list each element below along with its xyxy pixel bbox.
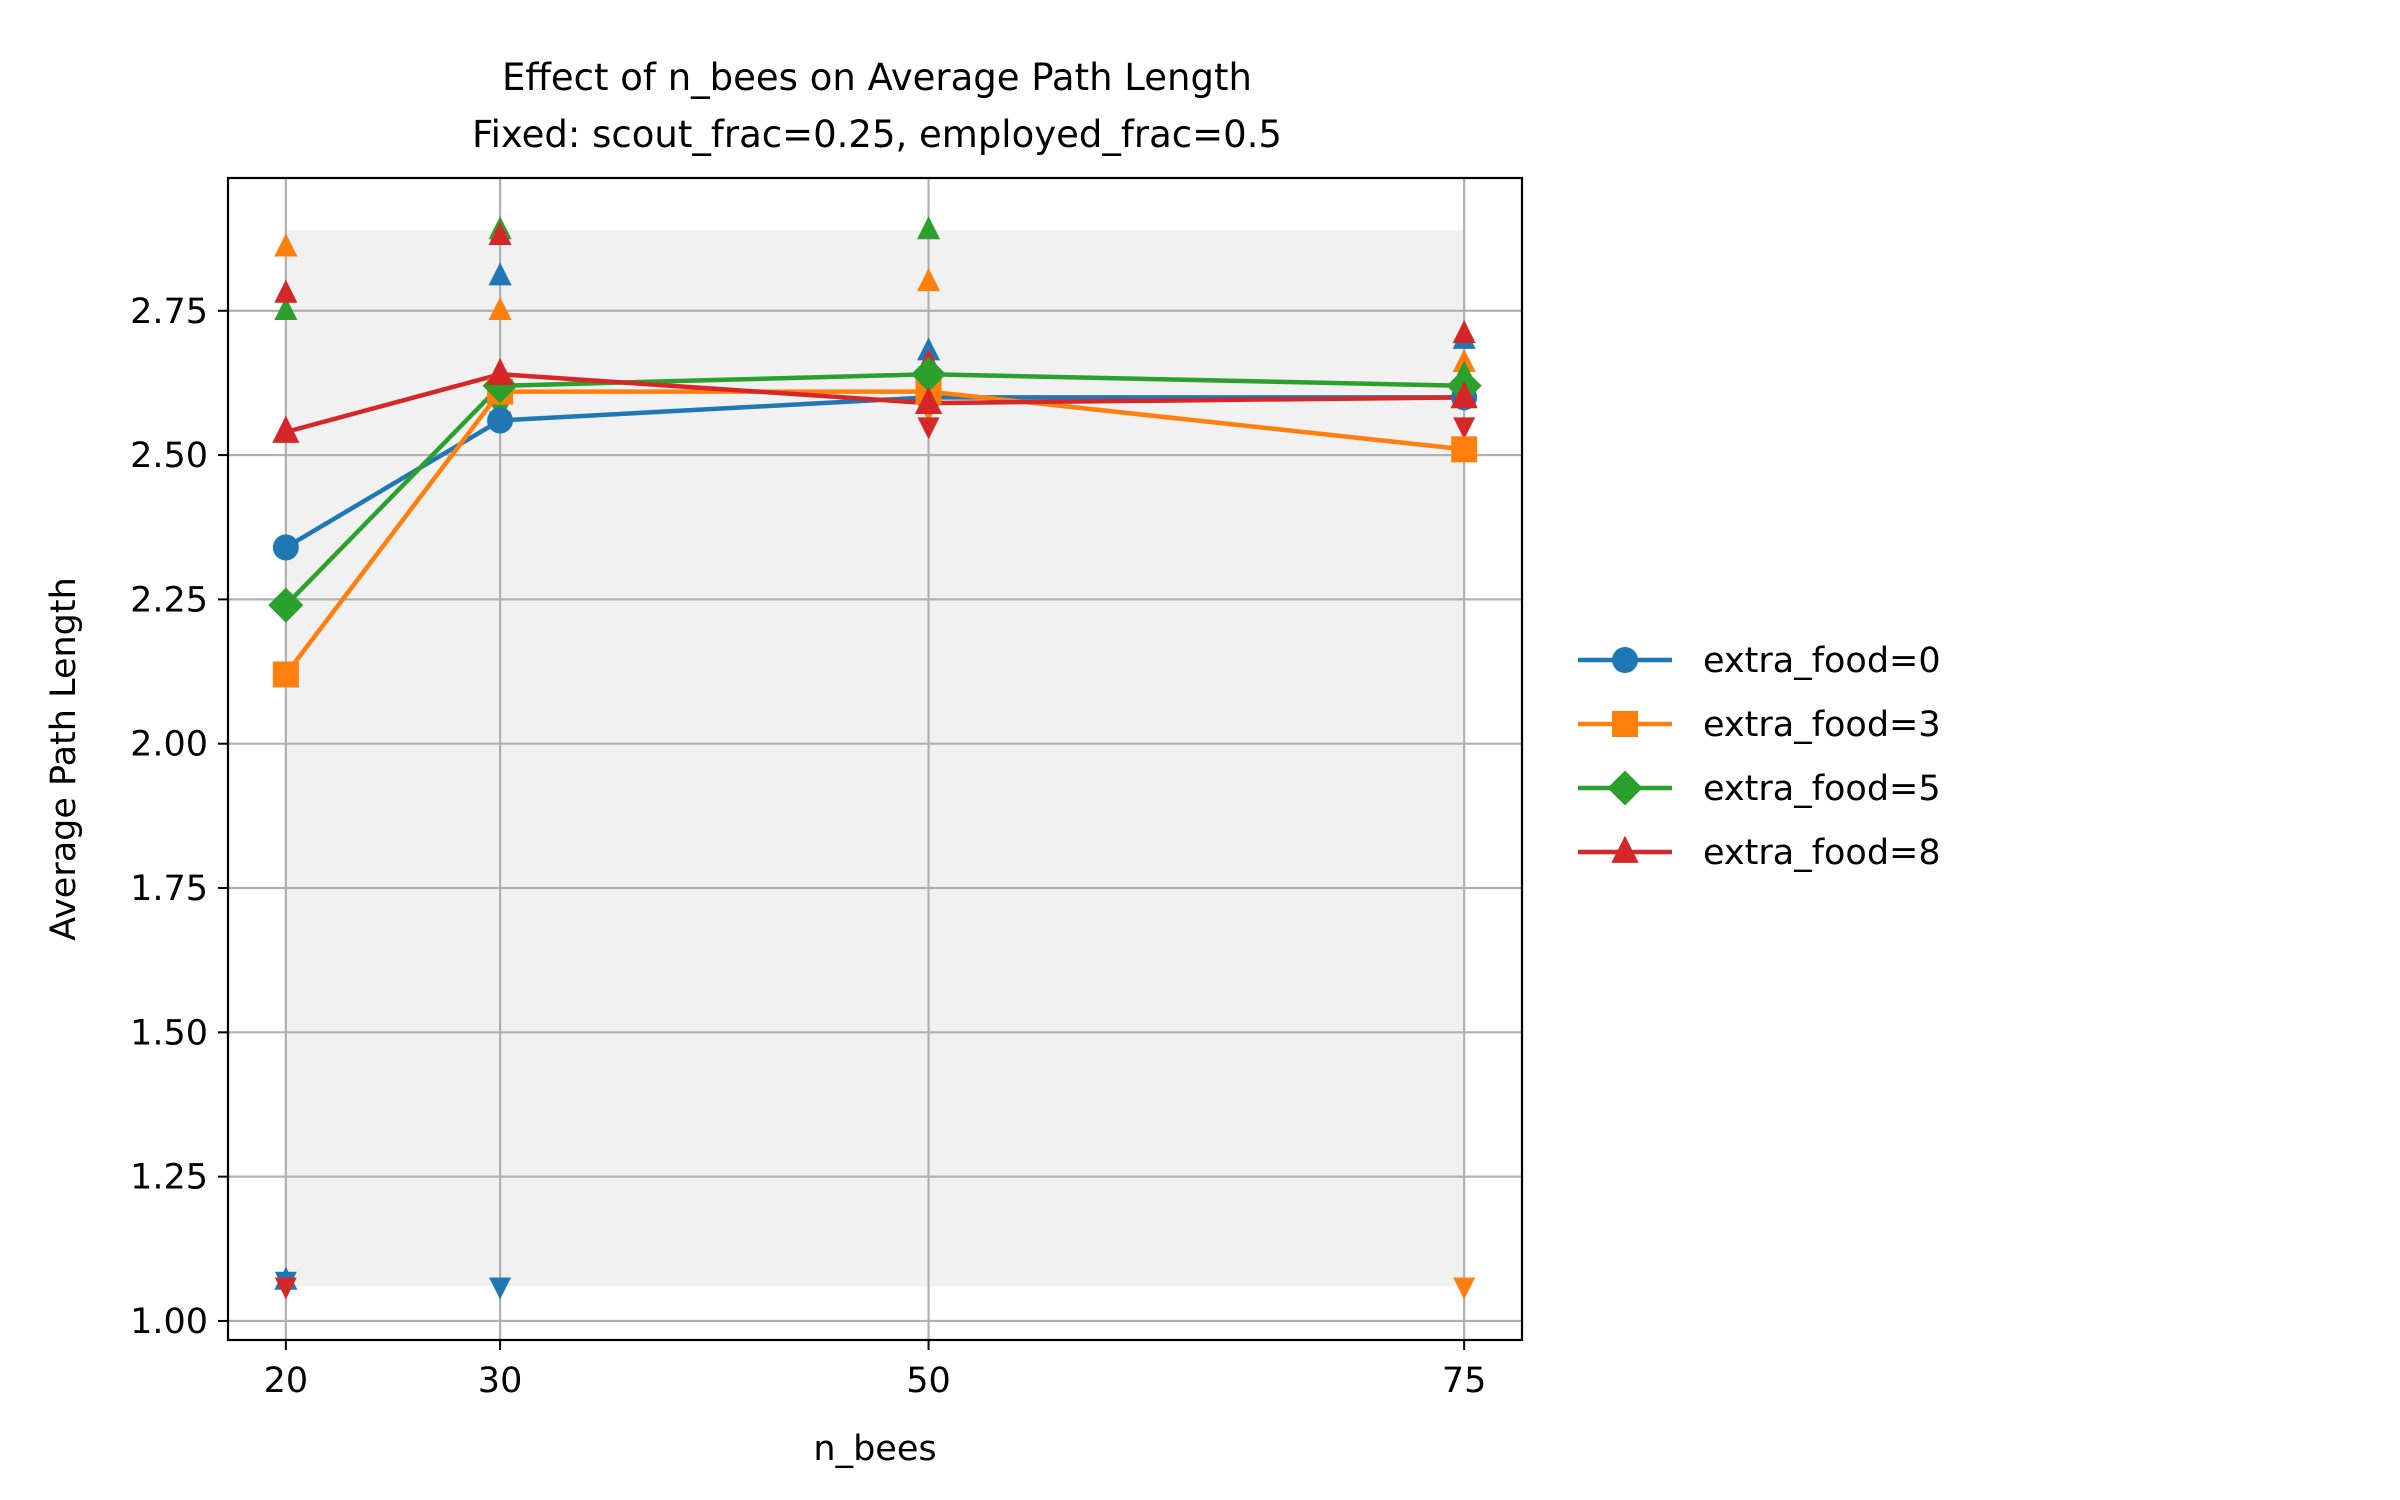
min-marker [1453, 417, 1476, 440]
y-axis: 1.00 1.25 1.50 1.75 2.00 2.25 2.50 2.75 [130, 292, 228, 1342]
plot-frame [226, 176, 1524, 1342]
chart-subtitle: Fixed: scout_frac=0.25, employed_frac=0.… [472, 113, 1282, 156]
legend-label: extra_food=3 [1703, 705, 1941, 745]
data-point [486, 357, 514, 386]
series-lines [284, 372, 1465, 676]
series-markers [268, 356, 1482, 688]
y-tick-label: 2.75 [130, 292, 208, 332]
range-band [285, 229, 1465, 1287]
data-point [272, 415, 300, 443]
max-marker [917, 268, 941, 292]
legend-marker [1612, 647, 1638, 673]
max-marker [274, 296, 298, 321]
y-tick-label: 1.00 [130, 1302, 208, 1342]
y-tick-label: 1.25 [130, 1158, 208, 1198]
series-line [284, 395, 1465, 550]
x-tick-label: 20 [264, 1361, 309, 1401]
y-tick-label: 1.50 [130, 1013, 208, 1053]
legend-marker [1611, 835, 1639, 863]
min-marker [274, 1277, 297, 1300]
data-point [1450, 380, 1478, 409]
legend-marker [1612, 711, 1638, 737]
x-axis: 20 30 50 75 [264, 1340, 1487, 1401]
data-point [911, 356, 947, 392]
max-marker [488, 221, 512, 245]
x-axis-label: n_bees [813, 1429, 936, 1469]
min-marker [489, 1277, 512, 1300]
x-tick-label: 50 [906, 1361, 951, 1401]
y-axis-label: Average Path Length [44, 577, 84, 941]
max-marker [274, 279, 298, 303]
plot-area: 20 30 50 75 1.00 1.25 1.50 1.75 2.00 2.25 2.50 2.7… [130, 176, 1524, 1401]
x-tick-label: 75 [1442, 1361, 1487, 1401]
y-tick-label: 1.75 [130, 869, 208, 909]
max-marker [917, 216, 941, 240]
legend-label: extra_food=5 [1703, 769, 1941, 809]
legend-marker [1607, 770, 1643, 806]
legend-label: extra_food=0 [1703, 641, 1941, 681]
data-point [914, 386, 943, 415]
legend-label: extra_food=8 [1703, 833, 1941, 873]
data-point [487, 407, 514, 434]
data-point [272, 534, 299, 561]
y-tick-label: 2.50 [130, 436, 208, 476]
series-line [284, 389, 1465, 676]
data-point [268, 587, 304, 623]
max-marker [488, 296, 512, 321]
x-tick-label: 30 [478, 1361, 523, 1401]
chart-title: Effect of n_bees on Average Path Length [502, 56, 1252, 99]
max-marker [274, 233, 298, 257]
y-tick-label: 2.25 [130, 580, 208, 620]
min-marker [917, 417, 940, 440]
data-point [272, 661, 299, 688]
max-marker [1452, 319, 1476, 344]
min-marker [1453, 1277, 1476, 1300]
series-line [284, 372, 1465, 607]
y-tick-label: 2.00 [130, 725, 208, 765]
max-marker [488, 262, 512, 286]
series-line [285, 372, 1465, 435]
legend: extra_food=0 extra_food=3 extra_food=5extr… [1578, 641, 1941, 873]
data-point [1451, 436, 1478, 463]
